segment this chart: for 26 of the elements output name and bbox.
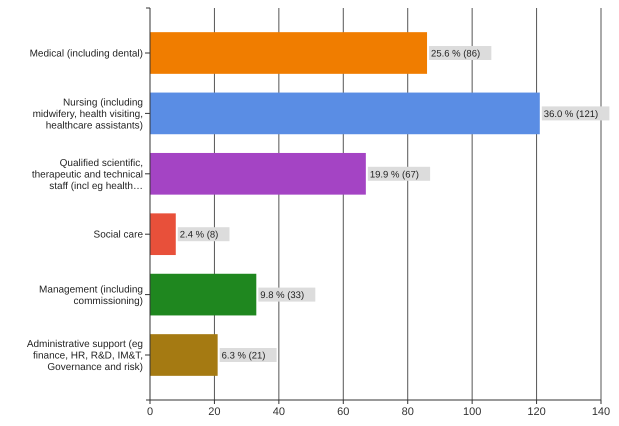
bar bbox=[150, 274, 256, 316]
y-tick-label: Management (including commissioning) bbox=[39, 284, 143, 307]
data-label: 6.3 % (21) bbox=[222, 350, 266, 362]
data-label: 19.9 % (67) bbox=[370, 169, 419, 180]
bar bbox=[150, 32, 428, 74]
y-tick-label: Nursing (including midwifery, health visiting, healthcare assistants) bbox=[32, 97, 143, 132]
x-tick-label: 40 bbox=[272, 406, 285, 418]
x-tick-label: 100 bbox=[462, 406, 482, 418]
x-tick-label: 20 bbox=[208, 406, 221, 418]
x-tick-label: 60 bbox=[337, 406, 350, 418]
data-label: 9.8 % (33) bbox=[260, 290, 304, 302]
y-tick-label: Medical (including dental) bbox=[30, 48, 143, 60]
y-tick-label: Social care bbox=[94, 230, 144, 241]
bar bbox=[150, 213, 176, 256]
bar bbox=[150, 92, 540, 134]
data-label: 2.4 % (8) bbox=[180, 230, 218, 241]
y-tick-label: Qualified scientific, therapeutic and technical staff (incl eg health… bbox=[32, 158, 143, 192]
x-tick-label: 120 bbox=[527, 406, 546, 418]
x-tick-label: 140 bbox=[592, 406, 610, 418]
x-tick-label: 0 bbox=[146, 406, 154, 418]
bar bbox=[150, 152, 366, 195]
data-label: 25.6 % (86) bbox=[431, 48, 480, 60]
bar bbox=[150, 334, 218, 376]
y-tick-label: Administrative support (eg finance, HR, R&D, IM&T, Governance and risk) bbox=[26, 339, 143, 373]
data-label: 36.0 % (121) bbox=[544, 108, 598, 120]
x-tick-label: 80 bbox=[402, 406, 414, 418]
